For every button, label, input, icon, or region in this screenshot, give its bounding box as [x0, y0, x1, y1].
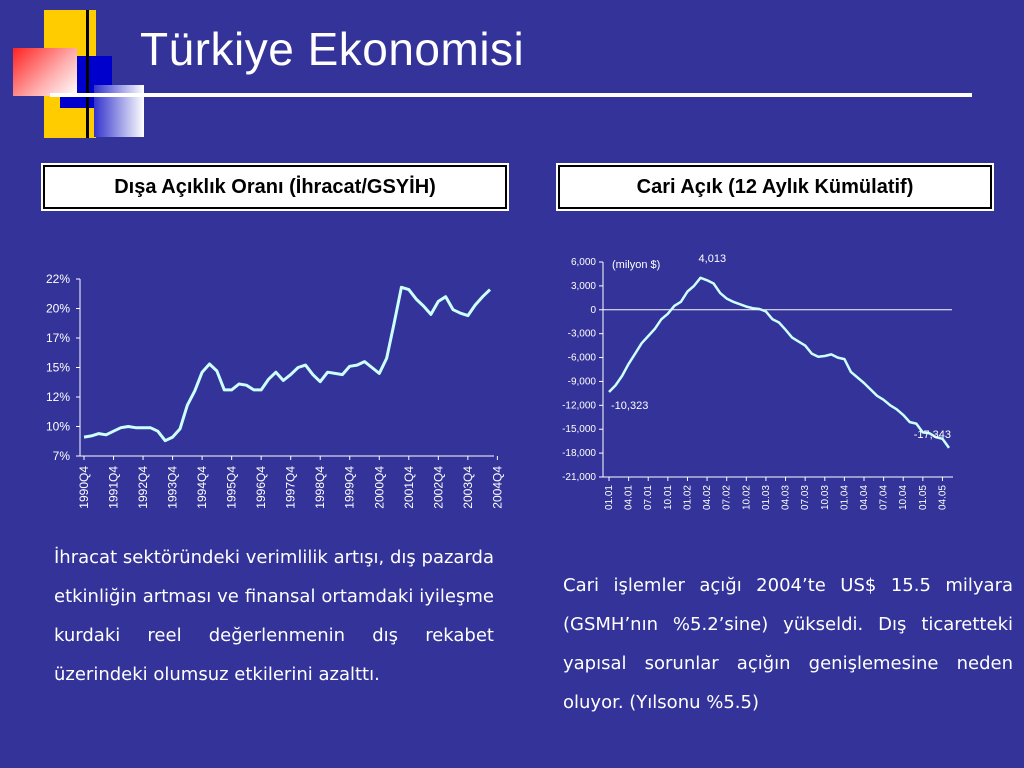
right-y-tick-label: -21,000 [562, 472, 596, 483]
left-y-tick-label: 20% [46, 302, 70, 316]
left-x-tick-label: 1991Q4 [107, 466, 121, 509]
right-x-tick-label: 10.03 [820, 485, 831, 510]
right-x-tick-label: 01.03 [761, 485, 772, 510]
left-x-tick-label: 1998Q4 [313, 466, 327, 509]
left-x-tick-label: 1990Q4 [77, 466, 91, 509]
right-x-tick-label: 07.04 [879, 485, 890, 510]
right-x-tick-label: 01.05 [918, 485, 929, 510]
right-x-tick-label: 04.01 [624, 485, 635, 510]
right-y-tick-label: 0 [590, 305, 596, 316]
right-x-tick-label: 04.03 [781, 485, 792, 510]
right-unit-label: (milyon $) [612, 259, 660, 271]
right-x-tick-label: 10.01 [663, 485, 674, 510]
left-x-tick-label: 1996Q4 [254, 466, 268, 509]
page-title: Türkiye Ekonomisi [140, 23, 525, 75]
deco-red-gradient-block [13, 48, 77, 96]
right-x-tick-label: 10.04 [898, 485, 909, 510]
right-y-tick-label: 3,000 [571, 281, 596, 292]
right-x-tick-label: 07.01 [643, 485, 654, 510]
left-y-tick-label: 15% [46, 361, 70, 375]
left-x-tick-label: 1994Q4 [195, 466, 209, 509]
left-y-tick-label: 7% [53, 449, 71, 463]
left-x-tick-label: 1997Q4 [284, 466, 298, 509]
left-y-tick-label: 22% [46, 272, 70, 286]
left-y-tick-label: 10% [46, 420, 70, 434]
right-x-tick-label: 07.02 [722, 485, 733, 510]
right-series-line [608, 276, 951, 449]
right-data-label: -17,343 [914, 429, 951, 441]
right-x-tick-label: 04.05 [937, 485, 948, 510]
left-series-line [83, 285, 492, 443]
left-x-tick-label: 2003Q4 [461, 466, 475, 509]
left-x-tick-label: 2004Q4 [490, 466, 504, 509]
left-y-tick-label: 17% [46, 331, 70, 345]
left-x-tick-label: 1992Q4 [136, 466, 150, 509]
right-y-tick-label: -15,000 [562, 424, 596, 435]
left-y-tick-label: 12% [46, 390, 70, 404]
right-x-tick-label: 01.04 [839, 485, 850, 510]
right-y-tick-label: -6,000 [568, 353, 597, 364]
right-x-tick-label: 01.01 [604, 485, 615, 510]
right-y-tick-label: -12,000 [562, 400, 596, 411]
right-y-tick-label: -3,000 [568, 329, 597, 340]
left-x-tick-label: 2002Q4 [431, 466, 445, 509]
left-x-tick-label: 1999Q4 [343, 466, 357, 509]
right-x-tick-label: 01.02 [682, 485, 693, 510]
left-x-tick-label: 2000Q4 [372, 466, 386, 509]
deco-vertical-line [86, 10, 89, 138]
title-underline [50, 93, 972, 97]
right-panel-title: Cari Açık (12 Aylık Kümülatif) [558, 165, 992, 209]
right-x-tick-label: 04.04 [859, 485, 870, 510]
left-panel-title: Dışa Açıklık Oranı (İhracat/GSYİH) [43, 165, 507, 209]
left-x-tick-label: 1995Q4 [225, 466, 239, 509]
left-x-tick-label: 2001Q4 [402, 466, 416, 509]
right-y-tick-label: 6,000 [571, 257, 596, 268]
right-y-tick-label: -9,000 [568, 376, 597, 387]
left-panel-text: İhracat sektöründeki verimlilik artışı, … [54, 547, 494, 685]
right-chart-group: 6,000 3,000 0 -3,000 -6,000 -9,000 -12,000 -15,… [562, 253, 953, 510]
right-panel-text: Cari işlemler açığı 2004’te US$ 15.5 mil… [563, 575, 1013, 713]
right-x-tick-label: 10.02 [741, 485, 752, 510]
right-y-tick-label: -18,000 [562, 448, 596, 459]
right-data-label: -10,323 [611, 400, 648, 412]
right-x-tick-label: 04.02 [702, 485, 713, 510]
left-x-tick-label: 1993Q4 [166, 466, 180, 509]
right-data-label: 4,013 [699, 253, 727, 265]
right-x-tick-label: 07.03 [800, 485, 811, 510]
left-chart-group: 7% 10% 12% 15% 17% 20% 22% 1990Q4 1991Q4 1992Q4 19… [46, 272, 504, 509]
